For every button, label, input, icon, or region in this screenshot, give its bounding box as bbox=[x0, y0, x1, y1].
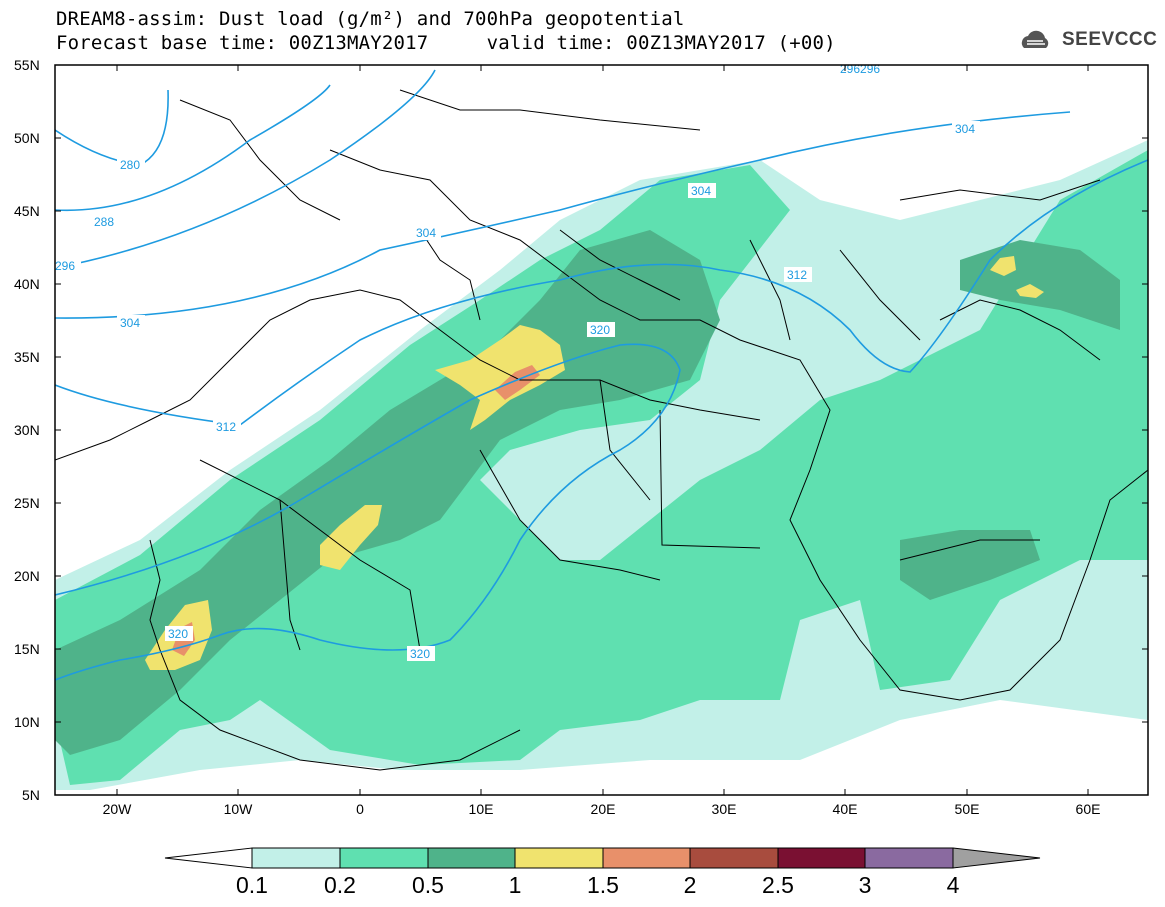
map-title-line1: DREAM8-assim: Dust load (g/m²) and 700hP… bbox=[56, 8, 685, 30]
lat-label: 55N bbox=[14, 57, 40, 73]
colorbar-label: 0.5 bbox=[412, 872, 444, 898]
contour-label-304-c: 304 bbox=[691, 184, 711, 198]
lat-label: 20N bbox=[14, 568, 40, 584]
lat-label: 30N bbox=[14, 422, 40, 438]
contour-label-304-a: 304 bbox=[120, 316, 140, 330]
colorbar-label: 2 bbox=[684, 872, 697, 898]
lat-label: 50N bbox=[14, 130, 40, 146]
lon-labels: 20W 10W 0 10E 20E 30E 40E 50E 60E bbox=[103, 801, 1101, 817]
lon-label: 60E bbox=[1076, 801, 1101, 817]
colorbar-right-arrow bbox=[952, 847, 1041, 869]
logo-text: SEEVCCC bbox=[1062, 29, 1158, 50]
lat-label: 45N bbox=[14, 203, 40, 219]
contour-label-288: 288 bbox=[94, 215, 114, 229]
dust-level-1.0-d bbox=[990, 256, 1016, 276]
dust-level-1.0-e bbox=[1016, 284, 1044, 298]
contour-label-280: 280 bbox=[120, 158, 140, 172]
colorbar-label: 1.5 bbox=[587, 872, 619, 898]
lon-label: 20W bbox=[103, 801, 133, 817]
colorbar-swatch bbox=[339, 847, 429, 869]
contour-label-312-b: 312 bbox=[787, 268, 807, 282]
dust-level-1.0-b bbox=[320, 505, 382, 570]
dust-fields bbox=[55, 140, 1148, 790]
colorbar-swatch bbox=[602, 847, 691, 869]
colorbar-swatch bbox=[427, 847, 516, 869]
colorbar-swatch bbox=[514, 847, 604, 869]
lon-label: 0 bbox=[356, 801, 364, 817]
contour-label-304-d: 304 bbox=[955, 122, 975, 136]
dust-level-0.5-c bbox=[900, 530, 1040, 600]
colorbar-left-arrow bbox=[164, 847, 253, 869]
colorbar-label: 1 bbox=[509, 872, 522, 898]
lon-label: 40E bbox=[833, 801, 858, 817]
lon-label: 10E bbox=[469, 801, 494, 817]
lon-label: 30E bbox=[712, 801, 737, 817]
contour-label-296-top: 296296 bbox=[840, 62, 880, 76]
lat-label: 40N bbox=[14, 276, 40, 292]
dust-level-1.0 bbox=[435, 325, 565, 430]
contour-label-320-b: 320 bbox=[168, 627, 188, 641]
lat-label: 10N bbox=[14, 714, 40, 730]
contour-labels: 280 288 296 304 304 304 304 312 312 320 … bbox=[53, 62, 980, 661]
lon-label: 20E bbox=[591, 801, 616, 817]
cloud-logo-icon bbox=[1021, 30, 1049, 48]
colorbar-label: 2.5 bbox=[762, 872, 794, 898]
colorbar-label: 0.1 bbox=[236, 872, 268, 898]
lon-ticks bbox=[116, 65, 1089, 795]
lat-ticks bbox=[55, 64, 1148, 723]
map-title-line2: Forecast base time: 00Z13MAY2017 valid t… bbox=[56, 32, 836, 54]
lat-label: 25N bbox=[14, 495, 40, 511]
contour-label-320-a: 320 bbox=[590, 323, 610, 337]
lat-label: 5N bbox=[22, 787, 40, 803]
contour-label-320-c: 320 bbox=[410, 647, 430, 661]
lon-label: 50E bbox=[955, 801, 980, 817]
colorbar-label: 0.2 bbox=[324, 872, 356, 898]
dust-level-1.5 bbox=[495, 365, 540, 400]
colorbar: 0.1 0.2 0.5 1 1.5 2 2.5 3 4 bbox=[164, 847, 1041, 898]
contour-label-296: 296 bbox=[55, 259, 75, 273]
contour-label-312-a: 312 bbox=[216, 420, 236, 434]
lat-labels: 55N 50N 45N 40N 35N 30N 25N 20N 15N 10N … bbox=[14, 57, 40, 803]
coastlines bbox=[55, 89, 1148, 771]
colorbar-swatch bbox=[251, 847, 341, 869]
colorbar-label: 3 bbox=[859, 872, 872, 898]
lon-label: 10W bbox=[224, 801, 254, 817]
dust-level-0.2 bbox=[55, 150, 1148, 785]
lat-label: 35N bbox=[14, 349, 40, 365]
contour-label-304-b: 304 bbox=[416, 226, 436, 240]
colorbar-label: 4 bbox=[947, 872, 960, 898]
colorbar-swatch bbox=[864, 847, 954, 869]
lat-label: 15N bbox=[14, 641, 40, 657]
colorbar-swatch bbox=[777, 847, 866, 869]
colorbar-swatch bbox=[689, 847, 779, 869]
